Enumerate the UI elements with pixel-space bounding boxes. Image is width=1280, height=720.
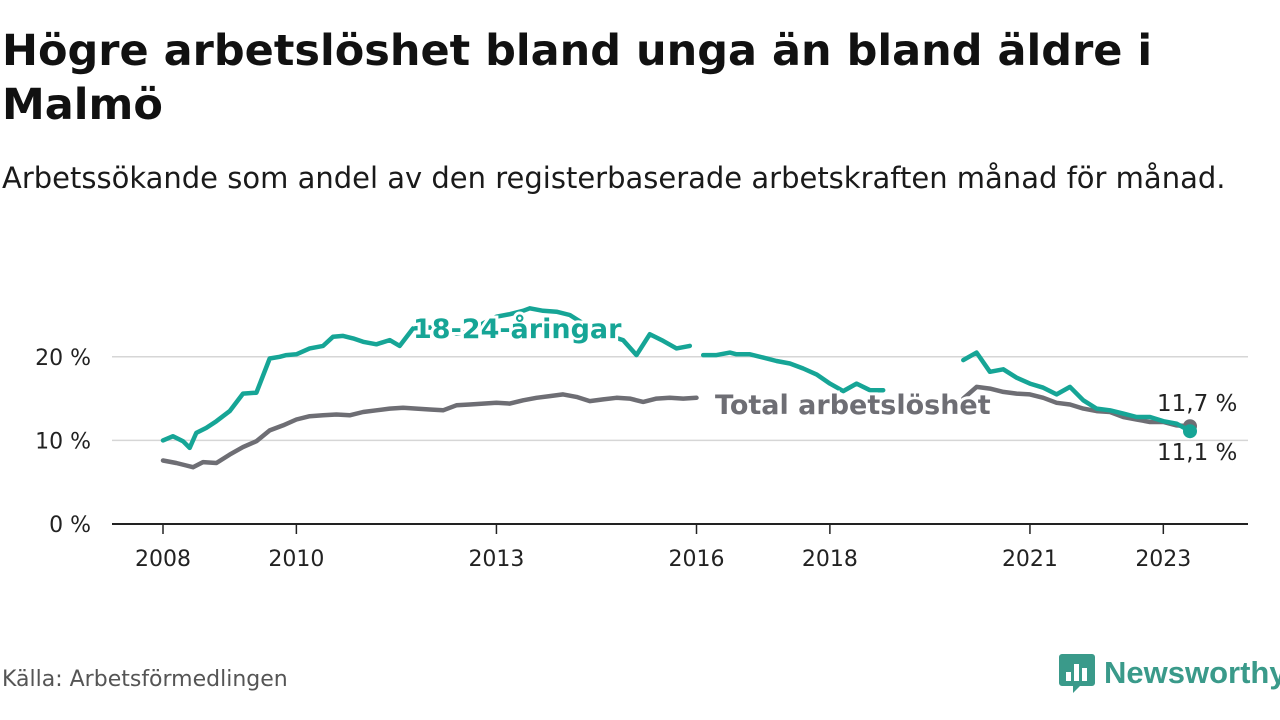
x-axis-ticks: 2008 2010 2013 2016 2018 2021 2023 <box>112 523 1248 572</box>
y-tick-label: 0 % <box>49 513 91 538</box>
series-label-youth: 18-24-åringar <box>413 313 622 345</box>
x-tick-label: 2021 <box>1002 547 1058 572</box>
end-value-total: 11,7 % <box>1157 391 1237 417</box>
series-label-total: Total arbetslöshet <box>715 390 991 421</box>
y-axis-ticks: 0 % 10 % 20 % <box>35 346 91 538</box>
gridlines <box>112 356 1248 442</box>
series-line-youth <box>160 306 1193 451</box>
end-value-youth: 11,1 % <box>1157 440 1237 466</box>
series-line-total <box>160 384 1193 470</box>
x-tick-label: 2018 <box>802 547 858 572</box>
brand-logo: Newsworthy <box>1058 652 1280 694</box>
series-labels: 18-24-åringar Total arbetslöshet 11,7 % 11,… <box>410 310 1237 466</box>
x-tick-label: 2008 <box>135 547 191 572</box>
chart-title: Högre arbetslöshet bland unga än bland ä… <box>2 26 1153 130</box>
end-point-youth <box>1183 424 1197 439</box>
y-tick-label: 10 % <box>35 429 91 454</box>
chart-subtitle: Arbetssökande som andel av den registerb… <box>2 161 1226 195</box>
y-tick-label: 20 % <box>35 346 91 371</box>
x-tick-label: 2010 <box>268 547 324 572</box>
x-tick-label: 2016 <box>669 547 725 572</box>
source-note: Källa: Arbetsförmedlingen <box>2 667 288 692</box>
newsworthy-logo-icon <box>1059 654 1095 693</box>
brand-name: Newsworthy <box>1104 655 1280 690</box>
series-lines <box>160 306 1197 470</box>
x-tick-label: 2023 <box>1135 547 1191 572</box>
x-tick-label: 2013 <box>468 547 524 572</box>
